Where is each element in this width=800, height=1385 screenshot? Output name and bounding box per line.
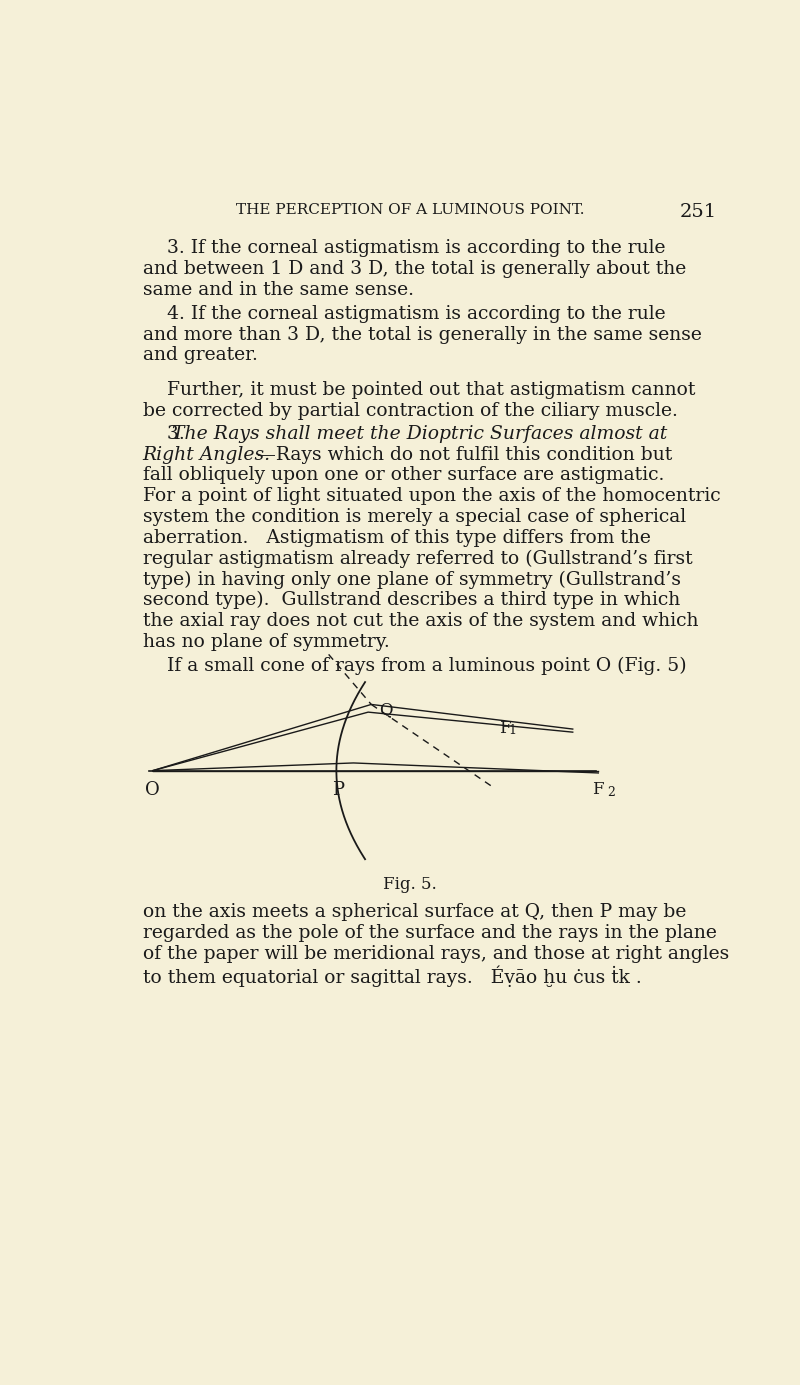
Text: system the condition is merely a special case of spherical: system the condition is merely a special… (142, 508, 686, 526)
Text: and between 1 D and 3 D, the total is generally about the: and between 1 D and 3 D, the total is ge… (142, 260, 686, 278)
Text: 4. If the corneal astigmatism is according to the rule: 4. If the corneal astigmatism is accordi… (142, 305, 666, 323)
Text: and greater.: and greater. (142, 346, 258, 364)
Text: be corrected by partial contraction of the ciliary muscle.: be corrected by partial contraction of t… (142, 402, 678, 420)
Text: has no plane of symmetry.: has no plane of symmetry. (142, 633, 390, 651)
Text: of the paper will be meridional rays, and those at right angles: of the paper will be meridional rays, an… (142, 945, 729, 963)
Text: —Rays which do not fulfil this condition but: —Rays which do not fulfil this condition… (257, 446, 672, 464)
Text: Fig. 5.: Fig. 5. (383, 877, 437, 893)
Text: Q: Q (379, 701, 393, 719)
Text: aberration.   Astigmatism of this type differs from the: aberration. Astigmatism of this type dif… (142, 529, 650, 547)
Text: second type).  Gullstrand describes a third type in which: second type). Gullstrand describes a thi… (142, 591, 680, 609)
Text: The Rays shall meet the Dioptric Surfaces almost at: The Rays shall meet the Dioptric Surface… (172, 425, 667, 443)
Text: Further, it must be pointed out that astigmatism cannot: Further, it must be pointed out that ast… (142, 381, 695, 399)
Text: F: F (499, 720, 510, 737)
Text: Right Angles.: Right Angles. (142, 446, 270, 464)
Text: F: F (593, 781, 604, 798)
Text: the axial ray does not cut the axis of the system and which: the axial ray does not cut the axis of t… (142, 612, 698, 630)
Text: regarded as the pole of the surface and the rays in the plane: regarded as the pole of the surface and … (142, 924, 717, 942)
Text: O: O (146, 781, 160, 799)
Text: P: P (332, 781, 344, 799)
Text: on the axis meets a spherical surface at Q, then P may be: on the axis meets a spherical surface at… (142, 903, 686, 921)
Text: 1: 1 (509, 724, 517, 737)
Text: fall obliquely upon one or other surface are astigmatic.: fall obliquely upon one or other surface… (142, 467, 664, 485)
Text: 3.: 3. (142, 425, 190, 443)
Text: to them equatorial or sagittal rays.   Éṿāo ḫu ċus ṫk .: to them equatorial or sagittal rays. Éṿā… (142, 965, 642, 988)
Text: and more than 3 D, the total is generally in the same sense: and more than 3 D, the total is generall… (142, 325, 702, 343)
Text: For a point of light situated upon the axis of the homocentric: For a point of light situated upon the a… (142, 488, 720, 506)
Text: If a small cone of rays from a luminous point O (Fig. 5): If a small cone of rays from a luminous … (142, 656, 686, 674)
Text: same and in the same sense.: same and in the same sense. (142, 281, 414, 299)
Text: 3. If the corneal astigmatism is according to the rule: 3. If the corneal astigmatism is accordi… (142, 240, 665, 258)
Text: type) in having only one plane of symmetry (Gullstrand’s: type) in having only one plane of symmet… (142, 571, 681, 589)
Text: regular astigmatism already referred to (Gullstrand’s first: regular astigmatism already referred to … (142, 550, 692, 568)
Text: 2: 2 (607, 787, 614, 799)
Text: 251: 251 (680, 204, 717, 222)
Text: THE PERCEPTION OF A LUMINOUS POINT.: THE PERCEPTION OF A LUMINOUS POINT. (236, 204, 584, 217)
